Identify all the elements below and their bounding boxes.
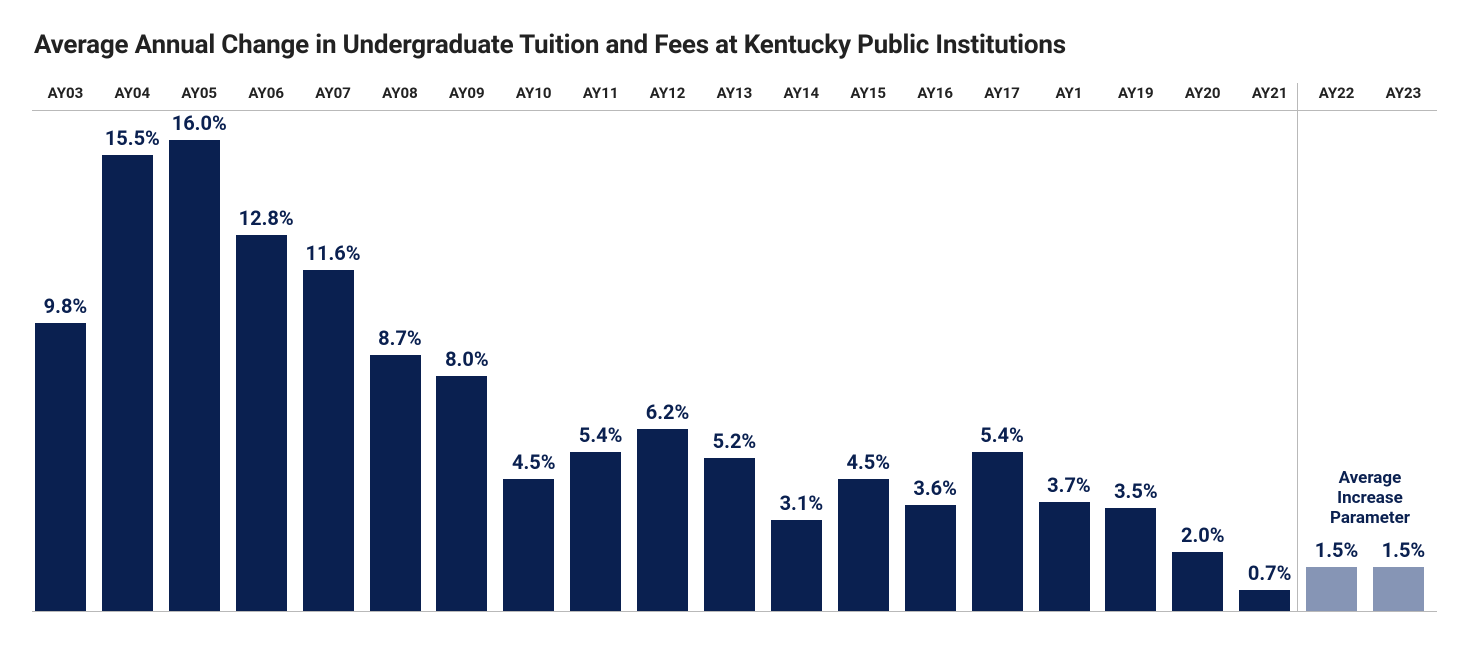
year-label: AY19 [1102,84,1169,102]
chart-title: Average Annual Change in Undergraduate T… [34,30,1066,60]
annotation-line: Increase [1303,488,1437,508]
year-label: AY04 [99,84,166,102]
bar-value-label: 11.6% [295,241,372,265]
annotation-line: Average [1303,468,1437,488]
bar [102,155,153,611]
bar [1172,552,1223,611]
year-label: AY13 [701,84,768,102]
year-label: AY20 [1169,84,1236,102]
bar [838,479,889,611]
year-label: AY12 [634,84,701,102]
bar-value-label: 1.5% [1365,538,1442,562]
bar [1239,590,1290,611]
year-label: AY09 [433,84,500,102]
year-label: AY06 [233,84,300,102]
bar-value-label: 5.4% [562,423,639,447]
annotation-line: Parameter [1303,508,1437,528]
year-label: AY10 [500,84,567,102]
bar-value-label: 9.8% [27,294,104,318]
year-label: AY07 [300,84,367,102]
bar [169,140,220,611]
year-label: AY17 [969,84,1036,102]
bar-value-label: 4.5% [495,450,572,474]
year-label: AY16 [902,84,969,102]
bar [704,458,755,611]
year-label: AY21 [1236,84,1303,102]
bar-value-label: 5.4% [964,423,1041,447]
bar-value-label: 12.8% [228,206,305,230]
bar [972,452,1023,611]
section-divider [1297,83,1298,612]
bar [503,479,554,611]
bar [637,429,688,611]
bar-value-label: 3.1% [763,491,840,515]
year-label: AY1 [1036,84,1103,102]
bar [1039,502,1090,611]
bar-value-label: 2.0% [1164,523,1241,547]
bar [1306,567,1357,611]
bar-value-label: 1.5% [1298,538,1375,562]
bar-value-label: 8.7% [362,326,439,350]
bar-value-label: 6.2% [629,400,706,424]
year-labels-row: AY03AY04AY05AY06AY07AY08AY09AY10AY11AY12… [32,84,1437,104]
bar [35,323,86,611]
bar [236,235,287,611]
year-label: AY03 [32,84,99,102]
bar [436,376,487,611]
bar-value-label: 8.0% [428,347,505,371]
bar-value-label: 15.5% [94,126,171,150]
bar [1373,567,1424,611]
plot-area: 9.8%15.5%16.0%12.8%11.6%8.7%8.0%4.5%5.4%… [32,110,1437,612]
year-label: AY11 [567,84,634,102]
year-label: AY23 [1370,84,1437,102]
year-label: AY05 [166,84,233,102]
bar-value-label: 3.7% [1031,473,1108,497]
year-label: AY08 [367,84,434,102]
bar-value-label: 3.5% [1097,479,1174,503]
year-label: AY22 [1303,84,1370,102]
baseline [32,611,1437,612]
annotation-average-increase-parameter: AverageIncreaseParameter [1303,468,1437,528]
bar [303,270,354,611]
bar [370,355,421,611]
bar [905,505,956,611]
bar [570,452,621,611]
bar [771,520,822,611]
bar [1105,508,1156,611]
bar-value-label: 16.0% [161,111,238,135]
bar-value-label: 3.6% [897,476,974,500]
bar-value-label: 4.5% [830,450,907,474]
year-label: AY14 [768,84,835,102]
bar-value-label: 5.2% [696,429,773,453]
year-label: AY15 [835,84,902,102]
